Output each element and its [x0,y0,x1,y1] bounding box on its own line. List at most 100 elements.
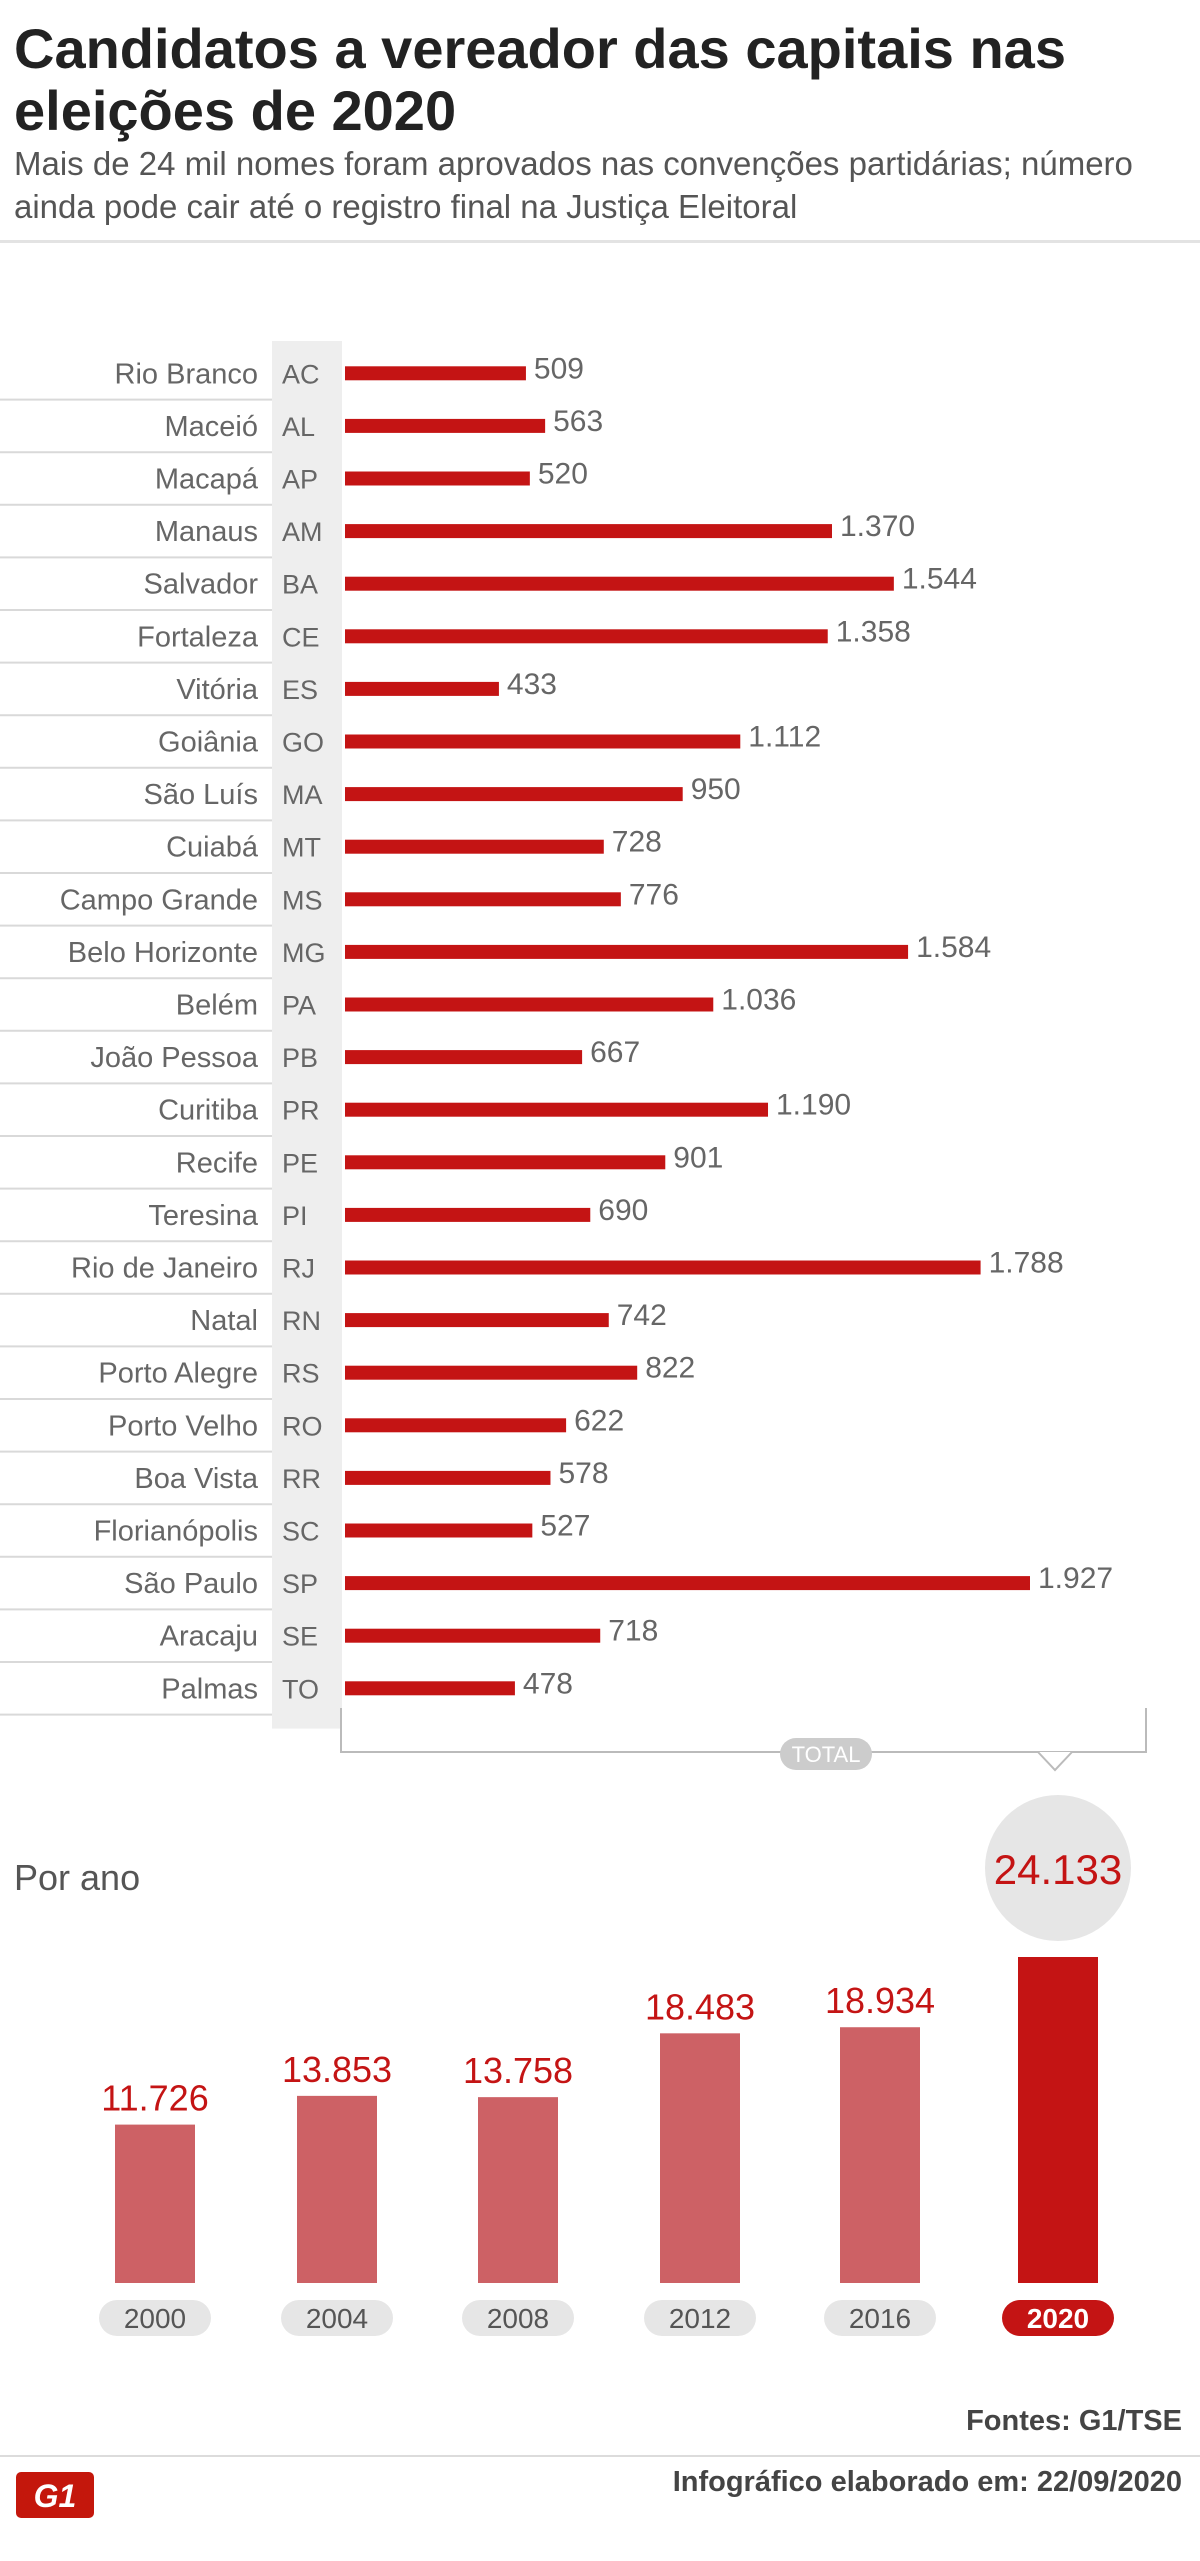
city-bar [345,1155,666,1170]
city-label: Teresina [148,1200,258,1232]
year-value-label: 18.934 [825,1980,935,2021]
year-label: 2004 [306,2303,368,2334]
page-subtitle: Mais de 24 mil nomes foram aprovados nas… [14,145,1133,225]
city-label: João Pessoa [90,1042,259,1074]
yearly-chart-title: Por ano [14,1857,140,1898]
city-bar [345,839,604,854]
city-label: Recife [176,1147,258,1179]
city-value-label: 950 [691,773,741,806]
city-label: Palmas [161,1673,258,1705]
header-divider [0,240,1200,243]
uf-label: MS [282,885,323,915]
year-label: 2012 [669,2303,731,2334]
year-pill [824,2300,936,2336]
uf-label: PI [282,1201,308,1231]
year-value-label: 18.483 [645,1986,755,2027]
city-value-label: 742 [617,1299,667,1332]
city-value-label: 667 [590,1036,640,1069]
year-label: 2016 [849,2303,911,2334]
city-value-label: 690 [598,1194,648,1227]
city-label: Macapá [155,464,259,496]
city-value-label: 822 [645,1352,695,1385]
year-bar [1018,1957,1098,2283]
city-bar [345,524,833,539]
city-value-label: 901 [673,1141,723,1174]
uf-label: AL [282,412,315,442]
uf-label: SE [282,1622,318,1652]
uf-label: RN [282,1306,321,1336]
total-label: TOTAL [792,1742,861,1767]
year-bar [840,2027,920,2283]
city-bar [345,1418,567,1433]
city-bar [345,629,828,644]
city-bar [345,1313,609,1328]
city-label: Porto Velho [108,1410,258,1442]
uf-column-background [272,341,342,1729]
city-label: Belém [176,990,258,1022]
city-bar [345,997,714,1012]
city-label: Rio de Janeiro [71,1253,258,1285]
city-bar [345,734,741,749]
city-bar [345,471,530,486]
year-label: 2020 [1027,2303,1089,2334]
year-pill [644,2300,756,2336]
city-label: Vitória [176,674,259,706]
city-label: Goiânia [158,727,259,759]
uf-label: RR [282,1464,321,1494]
year-label: 2000 [124,2303,186,2334]
year-value-label: 11.726 [101,2078,208,2119]
uf-label: ES [282,675,318,705]
footer-divider [0,2455,1200,2457]
year-bar [115,2124,195,2283]
city-bar [345,892,621,907]
city-value-label: 728 [612,826,662,859]
city-bar [345,1628,601,1643]
uf-label: SP [282,1569,318,1599]
city-value-label: 1.370 [840,510,915,543]
city-label: Curitiba [158,1095,259,1127]
total-bracket-pointer [1037,1751,1073,1772]
uf-label: AP [282,465,318,495]
city-value-label: 1.544 [902,563,977,596]
g1-logo-icon: G1 [16,2472,94,2518]
highlight-circle [985,1795,1131,1941]
city-bar [345,1365,638,1380]
city-bar [345,1050,583,1065]
year-pill [1002,2300,1114,2336]
city-label: Natal [190,1305,258,1337]
uf-label: PA [282,991,316,1021]
city-bar [345,944,909,959]
city-value-label: 1.358 [836,615,911,648]
year-bar [478,2097,558,2283]
city-value-label: 520 [538,458,588,491]
city-bar [345,366,526,381]
city-value-label: 776 [629,878,679,911]
uf-label: GO [282,728,324,758]
city-bar [345,681,499,696]
city-bar [345,1207,591,1222]
city-label: Maceió [165,411,259,443]
city-value-label: 563 [553,405,603,438]
year-value-label: 13.853 [282,2049,392,2090]
uf-label: CE [282,622,320,652]
city-label: Campo Grande [60,884,258,916]
city-bar [345,1576,1030,1591]
uf-label: MG [282,938,326,968]
year-label: 2008 [487,2303,549,2334]
city-label: Florianópolis [94,1516,258,1548]
g1-logo-text: G1 [34,2478,77,2514]
city-value-label: 718 [608,1615,658,1648]
total-bracket [340,1708,1147,1753]
city-label: Fortaleza [137,621,259,653]
source-note: Fontes: G1/TSE [966,2405,1182,2437]
city-value-label: 1.036 [721,984,796,1017]
city-value-label: 1.927 [1038,1562,1113,1595]
city-label: Aracaju [160,1621,258,1653]
uf-label: PR [282,1096,320,1126]
uf-label: PB [282,1043,318,1073]
year-bar [297,2095,377,2283]
city-value-label: 578 [558,1457,608,1490]
city-value-label: 1.788 [989,1247,1064,1280]
uf-label: PE [282,1148,318,1178]
city-bar [345,1523,533,1538]
